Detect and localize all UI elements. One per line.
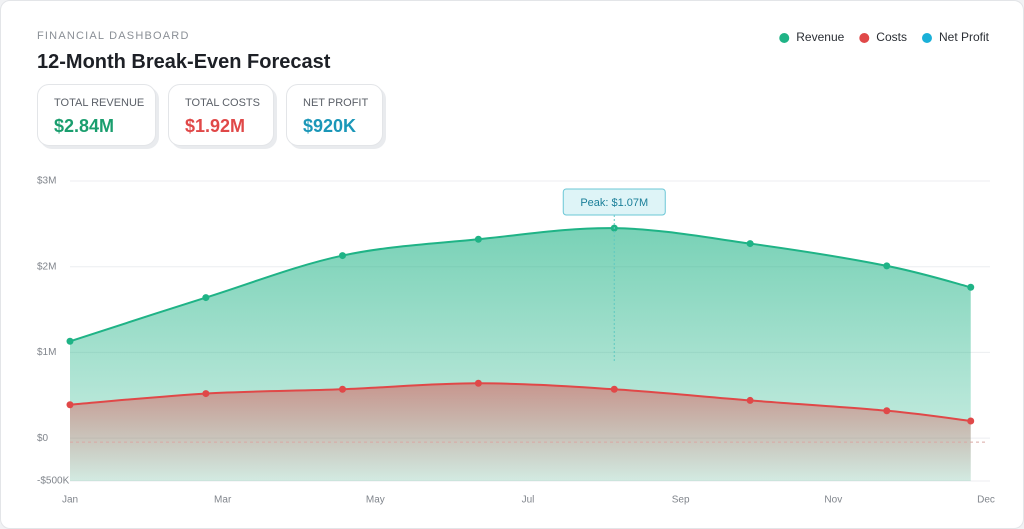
kicker: FINANCIAL DASHBOARD: [37, 30, 190, 42]
point: [746, 240, 754, 248]
kpi-label: TOTAL REVENUE: [54, 97, 145, 109]
point: [339, 385, 347, 393]
y-tick-label: $1M: [37, 347, 56, 358]
y-tick-label: $0: [37, 433, 49, 444]
annotation-text: Peak: $1.07M: [580, 197, 648, 209]
point: [474, 235, 482, 243]
x-tick-label: May: [366, 495, 385, 506]
kpi-value: $2.84M: [54, 116, 115, 136]
point: [883, 407, 891, 415]
legend-label: Revenue: [796, 30, 844, 44]
kpi-value: $1.92M: [185, 116, 246, 136]
kpi-card: TOTAL REVENUE $2.84M: [37, 84, 156, 146]
legend-swatch: [779, 33, 790, 43]
kpi-value: $920K: [303, 116, 357, 136]
x-tick-label: Mar: [214, 495, 232, 506]
point: [66, 337, 74, 345]
legend-swatch: [859, 33, 870, 43]
y-tick-label: $2M: [37, 261, 56, 272]
x-tick-label: Sep: [672, 495, 690, 506]
x-tick-label: Nov: [824, 495, 842, 506]
y-tick-label: -$500K: [37, 476, 70, 487]
point: [202, 294, 210, 302]
point: [883, 262, 891, 270]
point: [967, 417, 975, 425]
title: 12-Month Break-Even Forecast: [37, 51, 331, 73]
annotation-box: [562, 188, 666, 216]
legend-label: Costs: [876, 30, 907, 44]
point: [474, 379, 482, 387]
point: [610, 385, 618, 393]
legend-swatch: [921, 33, 932, 43]
x-tick-label: Jul: [522, 495, 535, 506]
line: [69, 382, 971, 422]
point: [967, 283, 975, 291]
kpi-card: TOTAL COSTS $1.92M: [168, 84, 274, 146]
kpi-card: NET PROFIT $920K: [286, 84, 383, 146]
point: [202, 390, 210, 398]
line: [69, 227, 971, 343]
y-tick-label: $3M: [37, 176, 56, 187]
x-tick-label: Dec: [977, 495, 995, 506]
point: [339, 252, 347, 260]
kpi-label: NET PROFIT: [303, 97, 369, 109]
kpi-label: TOTAL COSTS: [185, 97, 260, 109]
area: [70, 383, 971, 481]
point: [746, 396, 754, 404]
point: [66, 401, 74, 409]
x-tick-label: Jan: [62, 495, 78, 506]
legend-label: Net Profit: [939, 30, 990, 44]
